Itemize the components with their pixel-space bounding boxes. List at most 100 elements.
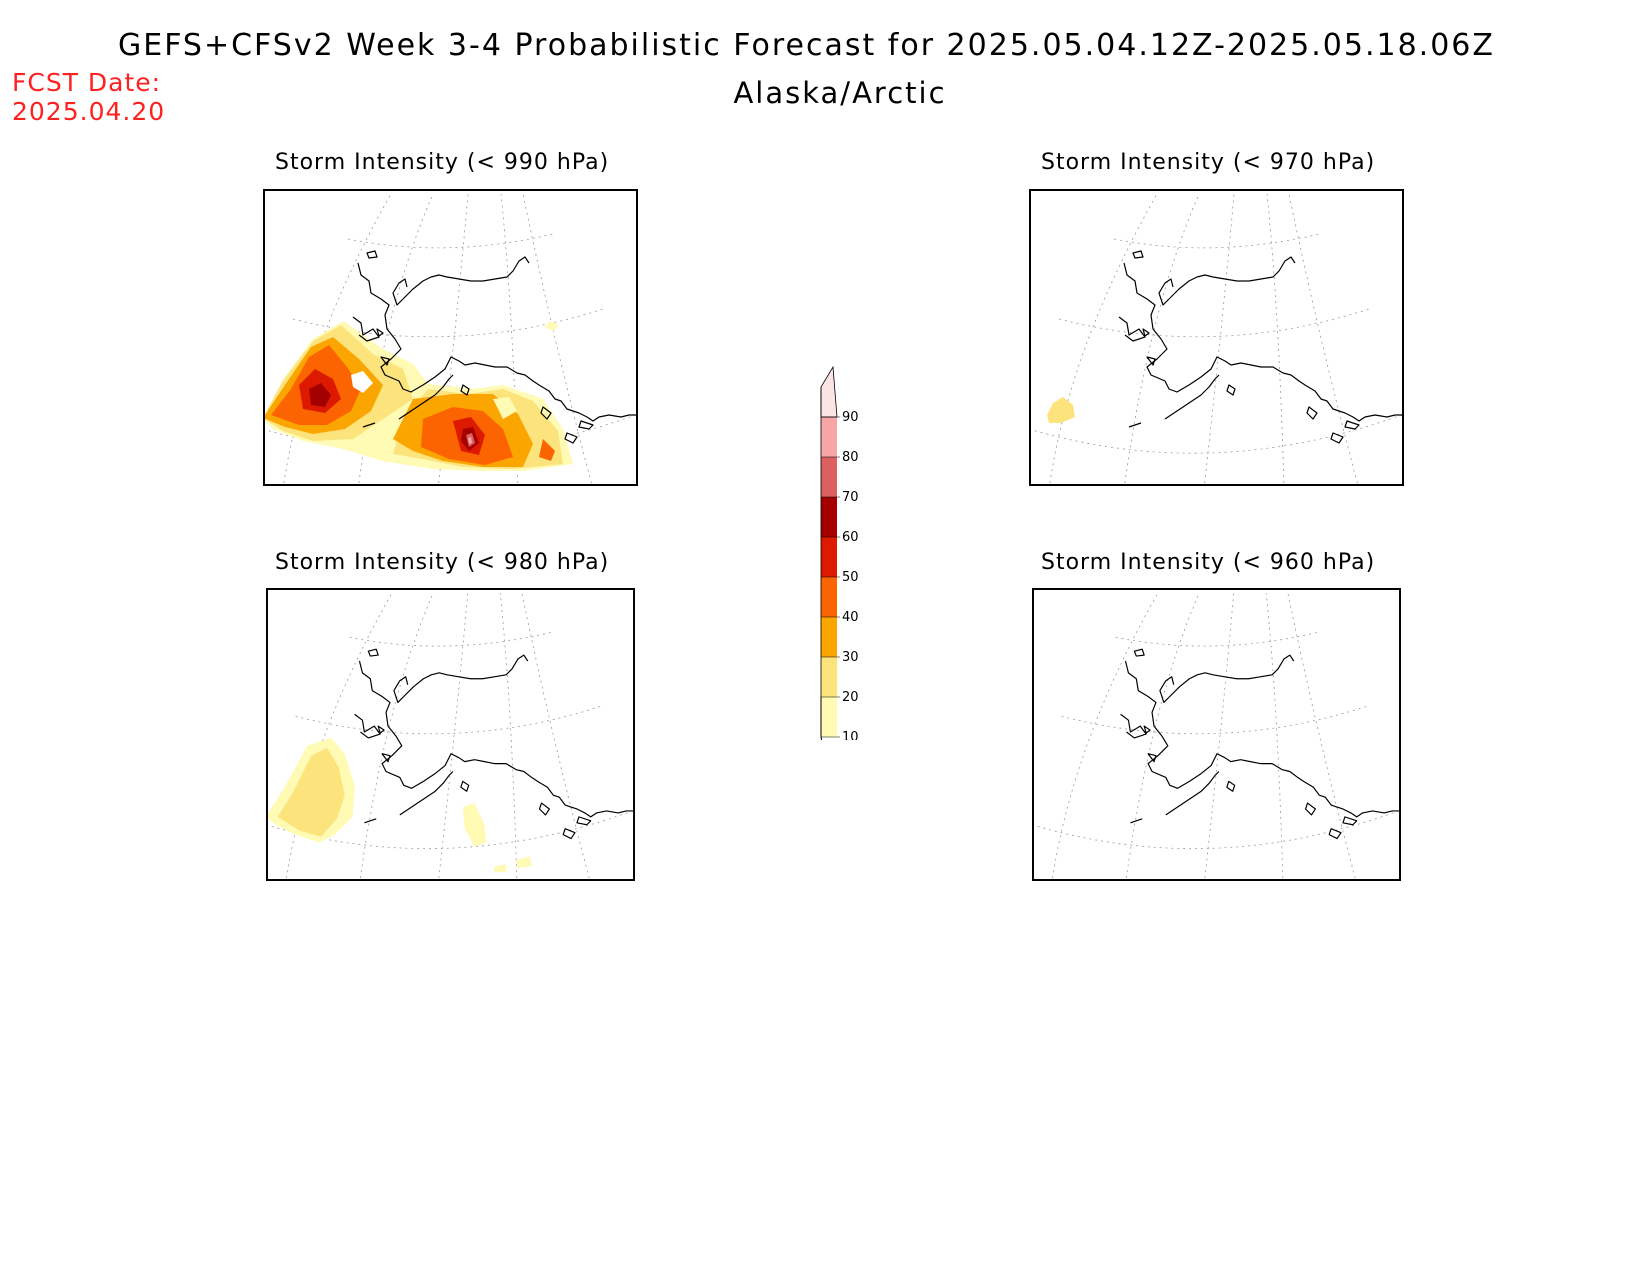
coastline-segment [564,432,578,444]
colorbar-tick-label: 50 [842,570,859,585]
colorbar-tick-label: 80 [842,450,859,465]
forecast-date: FCST Date: 2025.04.20 [12,68,165,126]
coastline-segment [1147,753,1157,763]
coastline-segment [392,278,408,306]
colorbar-tick-label: 90 [842,410,859,425]
grid-line [1058,308,1370,338]
grid-line [1265,592,1284,881]
grid-line [347,233,554,249]
coastline [1120,648,1401,840]
panel-title-980: Storm Intensity (< 980 hPa) [275,550,610,575]
grid-line [521,592,591,881]
map-panel-960 [1032,588,1401,881]
coastline-segment [393,676,409,704]
coastline-segment [1128,422,1142,428]
coastline-segment [366,250,378,259]
colorbar-swatch [821,497,837,537]
colorbar-tick-label: 10 [842,730,859,740]
colorbar-swatch [821,657,837,697]
coastline-segment [1123,262,1404,422]
grid-line [358,193,434,486]
grid-line [1125,592,1200,881]
coastline-segment [1133,648,1145,657]
grid-line [1203,193,1235,486]
coastline-segment [1226,384,1236,396]
coastline-segment [1158,278,1174,306]
coastline-segment [460,780,470,792]
grid-line [438,592,469,881]
prob-20 [277,747,345,837]
coastline-segment [540,406,552,420]
grid-line [1204,592,1235,881]
grid-line [283,193,392,486]
prob-10 [462,803,487,847]
no-probability [351,371,373,393]
map-frame [263,189,638,486]
prob-10 [515,856,532,869]
graticule [263,193,638,486]
coastline-segment [1146,356,1156,366]
grid-line [1113,233,1320,249]
coastline [1118,250,1404,444]
grid-line [1049,193,1158,486]
grid-line [295,706,601,735]
colorbar: 10 20 30 40 50 60 70 80 90 [820,365,859,740]
prob-10 [493,397,517,419]
map-frame [1032,588,1401,881]
grid-line [499,592,518,881]
coastline-segment [399,771,454,816]
coastline-segment [358,660,635,818]
coastline-segment [1306,406,1318,420]
coastline-segment [1124,660,1401,818]
coastline-segment [1142,328,1150,337]
grid-line [285,592,393,881]
grid-line [522,193,593,486]
coastline-segment [398,374,454,420]
coastline-segment [1132,250,1144,259]
coastline-segment [1226,780,1236,792]
grid-line [1124,193,1200,486]
colorbar-tick-label: 20 [842,690,859,705]
map-frame [266,588,635,881]
coastline-segment [1330,432,1344,444]
coastline-segment [402,256,530,300]
forecast-date-label: FCST Date: [12,68,162,97]
coastline-segment [403,654,529,697]
grid-line [437,193,469,486]
coastline-segment [352,316,380,342]
colorbar-swatch [821,617,837,657]
colorbar-tick-label: 70 [842,490,859,505]
coastline-segment [1304,802,1316,816]
coastline-segment [562,828,576,840]
colorbar-swatch [821,417,837,457]
colorbar-swatch [821,577,837,617]
colorbar-tick-label: 30 [842,650,859,665]
map-frame [1029,189,1404,486]
map-panel-990 [263,189,638,486]
coastline-segment [578,420,594,430]
map-panel-980 [266,588,635,881]
grid-line [1115,632,1318,647]
coastline-segment [381,753,391,763]
graticule [1032,592,1401,881]
prob-20 [1047,397,1075,423]
prob-80 [468,437,472,444]
coastline-segment [1143,725,1151,734]
grid-line [1061,706,1367,735]
panel-title-990: Storm Intensity (< 990 hPa) [275,150,610,175]
colorbar-swatch-top [820,365,838,418]
graticule [266,592,635,881]
prob-10 [545,321,559,331]
grid-line [359,592,434,881]
coastline-segment [1165,771,1220,816]
grid-line [292,308,604,338]
prob-10 [494,864,507,873]
colorbar-swatch [821,457,837,497]
panel-title-960: Storm Intensity (< 960 hPa) [1041,550,1376,575]
forecast-date-value: 2025.04.20 [12,97,166,126]
panel-title-970: Storm Intensity (< 970 hPa) [1041,150,1376,175]
coastline-segment [1169,654,1295,697]
main-title: GEFS+CFSv2 Week 3-4 Probabilistic Foreca… [118,28,1495,63]
coastline-segment [538,802,550,816]
region-subtitle: Alaska/Arctic [733,76,947,110]
